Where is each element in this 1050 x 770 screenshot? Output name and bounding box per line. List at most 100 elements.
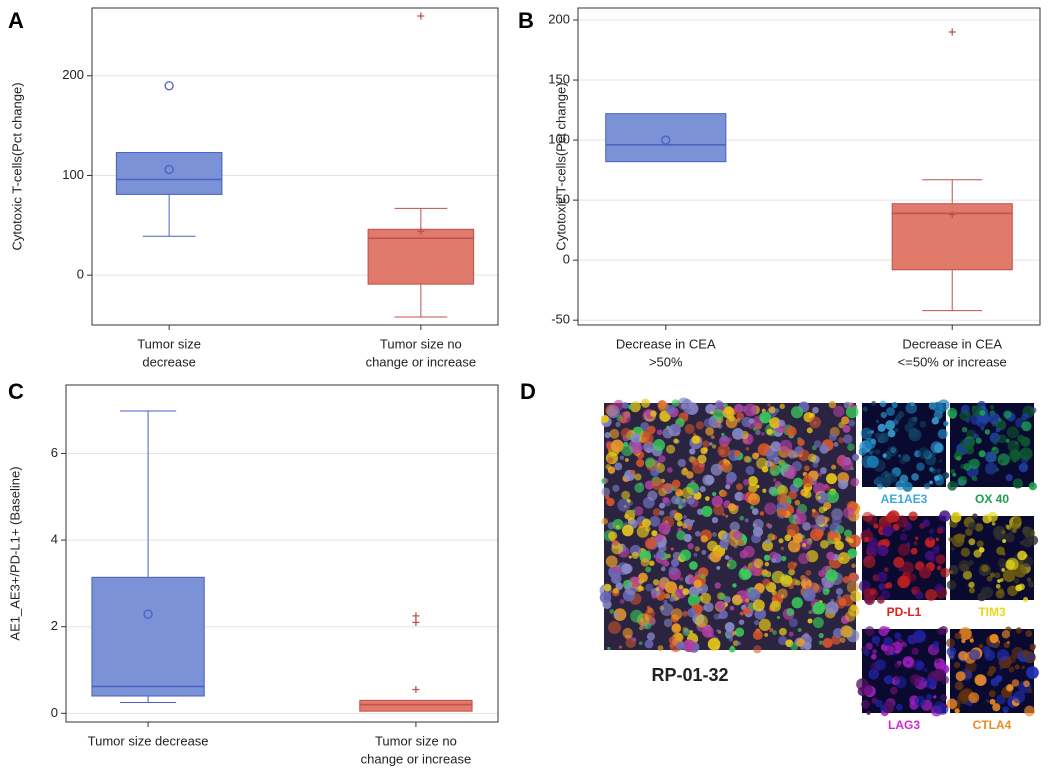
cell: [726, 471, 737, 483]
cell: [947, 481, 958, 491]
cell: [796, 508, 802, 514]
cell: [1024, 705, 1035, 717]
cell: [992, 439, 999, 445]
cell: [887, 429, 896, 438]
cell: [818, 640, 824, 645]
cell: [935, 554, 946, 565]
cell: [645, 566, 652, 573]
cell: [599, 591, 612, 604]
cell: [995, 675, 1003, 683]
cell: [968, 581, 975, 588]
cell: [885, 420, 896, 431]
cell: [753, 645, 762, 654]
cell: [787, 490, 798, 500]
channel-label: PD-L1: [887, 605, 922, 619]
cell: [931, 417, 939, 425]
cell: [1003, 410, 1012, 419]
cell: [790, 406, 804, 419]
cell: [668, 565, 678, 575]
cell: [752, 519, 764, 530]
outlier: [412, 612, 420, 620]
cell: [923, 678, 927, 682]
cell: [866, 541, 879, 553]
cell: [689, 561, 698, 570]
mean-marker: [417, 227, 425, 235]
cell: [661, 560, 669, 568]
cell: [800, 538, 812, 550]
cell: [688, 586, 700, 598]
y-tick-label: 100: [62, 167, 84, 182]
cell: [803, 641, 812, 651]
cell: [929, 480, 933, 485]
cell: [613, 612, 620, 619]
cell: [954, 708, 960, 714]
cell: [926, 694, 933, 701]
cell: [792, 533, 803, 544]
cell: [980, 426, 985, 431]
cell: [695, 614, 708, 628]
y-tick-label: 6: [51, 445, 58, 460]
cell: [691, 519, 695, 523]
cell: [687, 644, 691, 649]
cell: [638, 578, 644, 585]
cell: [880, 590, 891, 600]
cell: [601, 487, 611, 497]
panel-label: A: [8, 8, 24, 33]
cell: [784, 534, 792, 542]
cell: [842, 424, 851, 433]
cell: [722, 458, 728, 464]
cell: [875, 643, 880, 647]
cell: [842, 576, 851, 584]
cell: [704, 496, 710, 501]
cell: [792, 477, 804, 488]
cell: [788, 618, 798, 628]
cell: [720, 490, 728, 498]
cell: [985, 699, 990, 703]
cell: [642, 518, 651, 528]
cell: [949, 570, 954, 574]
cell: [752, 599, 765, 612]
cell: [650, 410, 657, 417]
cell: [943, 704, 948, 709]
cell: [850, 403, 855, 408]
cell: [621, 563, 632, 575]
cell: [870, 438, 877, 445]
mean-marker: [143, 609, 153, 619]
cell: [703, 447, 708, 452]
cell: [871, 400, 876, 406]
cell: [1026, 577, 1032, 582]
cell: [916, 462, 925, 471]
cell: [797, 438, 805, 447]
outlier: [164, 81, 174, 91]
cell: [1023, 680, 1030, 688]
cell: [1006, 557, 1019, 571]
cell: [725, 514, 729, 518]
cell: [822, 637, 833, 649]
cell: [700, 573, 706, 580]
cell: [1005, 683, 1014, 692]
cell: [909, 674, 921, 686]
cell: [772, 574, 777, 579]
cell: [989, 572, 996, 578]
cell: [1021, 412, 1029, 421]
y-tick-label: 0: [563, 252, 570, 267]
cell: [724, 555, 730, 560]
cell: [968, 692, 980, 704]
cell: [848, 538, 854, 544]
cell: [877, 423, 886, 432]
outlier: [417, 12, 425, 20]
cell: [992, 447, 996, 451]
cell: [984, 649, 996, 661]
cell: [985, 462, 998, 475]
cell: [833, 441, 839, 447]
cell: [989, 633, 999, 644]
cell: [638, 641, 643, 646]
cell: [676, 530, 686, 541]
cell: [648, 560, 655, 567]
cell: [964, 445, 975, 455]
cell: [833, 537, 839, 542]
cell: [936, 565, 942, 571]
cell: [864, 536, 870, 543]
cell: [817, 472, 823, 477]
cell: [728, 503, 737, 512]
